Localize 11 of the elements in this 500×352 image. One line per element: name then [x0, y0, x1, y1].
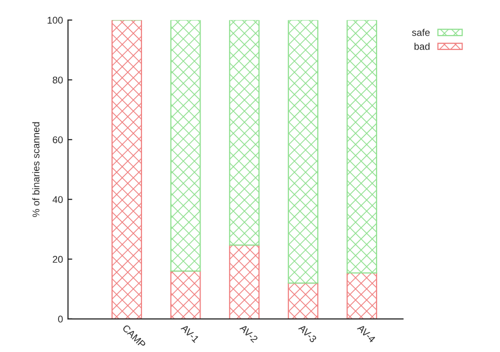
- y-tick-label: 20: [52, 256, 63, 263]
- legend-label: bad: [414, 42, 430, 50]
- y-tick-label: 0: [58, 316, 63, 323]
- y-tick-label: 40: [52, 196, 63, 203]
- y-axis-title: % of binaries scanned: [32, 122, 40, 217]
- legend-label: safe: [412, 28, 430, 36]
- y-tick-label: 60: [52, 136, 63, 144]
- x-tick-label: AV-3: [298, 324, 317, 343]
- y-tick-label: 80: [52, 76, 63, 84]
- y-tick-label: 100: [48, 16, 63, 24]
- x-tick-label: AV-4: [356, 324, 376, 343]
